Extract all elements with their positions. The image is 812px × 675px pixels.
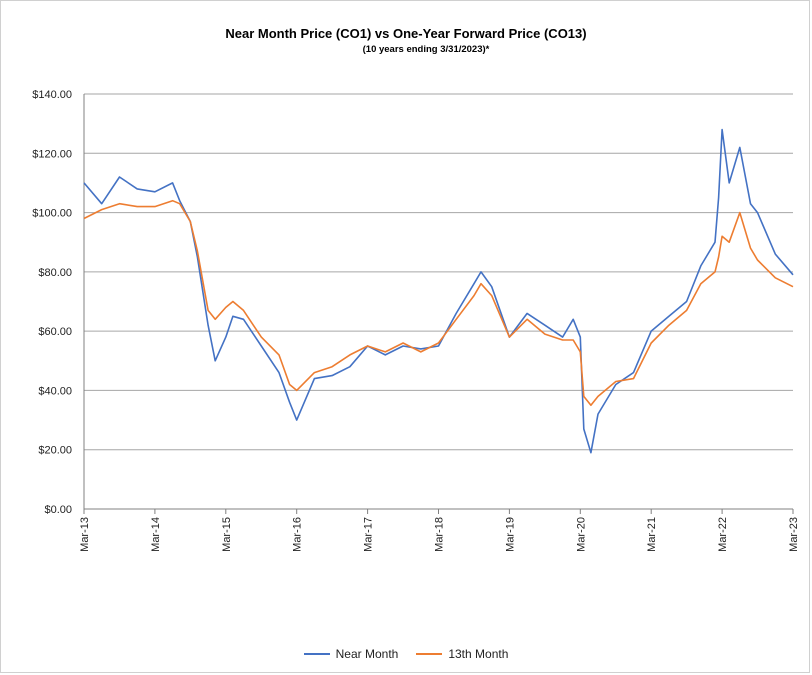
legend: Near Month 13th Month — [0, 647, 812, 661]
legend-swatch-near-month — [303, 653, 330, 655]
legend-swatch-13th-month — [416, 653, 443, 655]
y-axis-ticks: $0.00 $20.00 $40.00 $60.00 $80.00 $100.00 $120… — [32, 89, 72, 516]
series-lines — [83, 128, 794, 454]
legend-label-13th-month: 13th Month — [448, 647, 509, 661]
x-tick-label: Mar-18 — [434, 517, 446, 552]
legend-label-near-month: Near Month — [335, 647, 399, 661]
y-tick-label: $100.00 — [32, 208, 72, 220]
y-tick-label: $120.00 — [32, 148, 72, 160]
thirteenth-month-line — [83, 199, 794, 407]
x-tick-label: Mar-15 — [221, 517, 233, 552]
gridlines — [83, 93, 793, 510]
x-tick-label: Mar-19 — [504, 517, 516, 552]
legend-item-13th-month: 13th Month — [416, 647, 508, 661]
chart-subtitle: (10 years ending 3/31/2023)* — [362, 44, 490, 55]
x-tick-label: Mar-22 — [717, 517, 729, 552]
near-month-line — [83, 128, 794, 454]
x-tick-label: Mar-20 — [575, 517, 587, 552]
y-tick-label: $140.00 — [32, 89, 72, 101]
y-tick-label: $0.00 — [44, 504, 72, 516]
x-tick-label: Mar-17 — [363, 517, 375, 552]
chart-title: Near Month Price (CO1) vs One-Year Forwa… — [225, 26, 587, 41]
y-tick-label: $20.00 — [38, 445, 72, 457]
x-axis-ticks: Mar-13 Mar-14 Mar-15 Mar-16 Mar-17 Mar-18 Mar-… — [79, 509, 800, 552]
x-tick-label: Mar-23 — [788, 517, 800, 552]
y-tick-label: $60.00 — [38, 326, 72, 338]
x-tick-label: Mar-14 — [150, 517, 162, 552]
legend-item-near-month: Near Month — [303, 647, 399, 661]
x-tick-label: Mar-13 — [79, 517, 91, 552]
y-tick-label: $40.00 — [38, 385, 72, 397]
x-tick-label: Mar-21 — [646, 517, 658, 552]
y-tick-label: $80.00 — [38, 267, 72, 279]
x-tick-label: Mar-16 — [292, 517, 304, 552]
